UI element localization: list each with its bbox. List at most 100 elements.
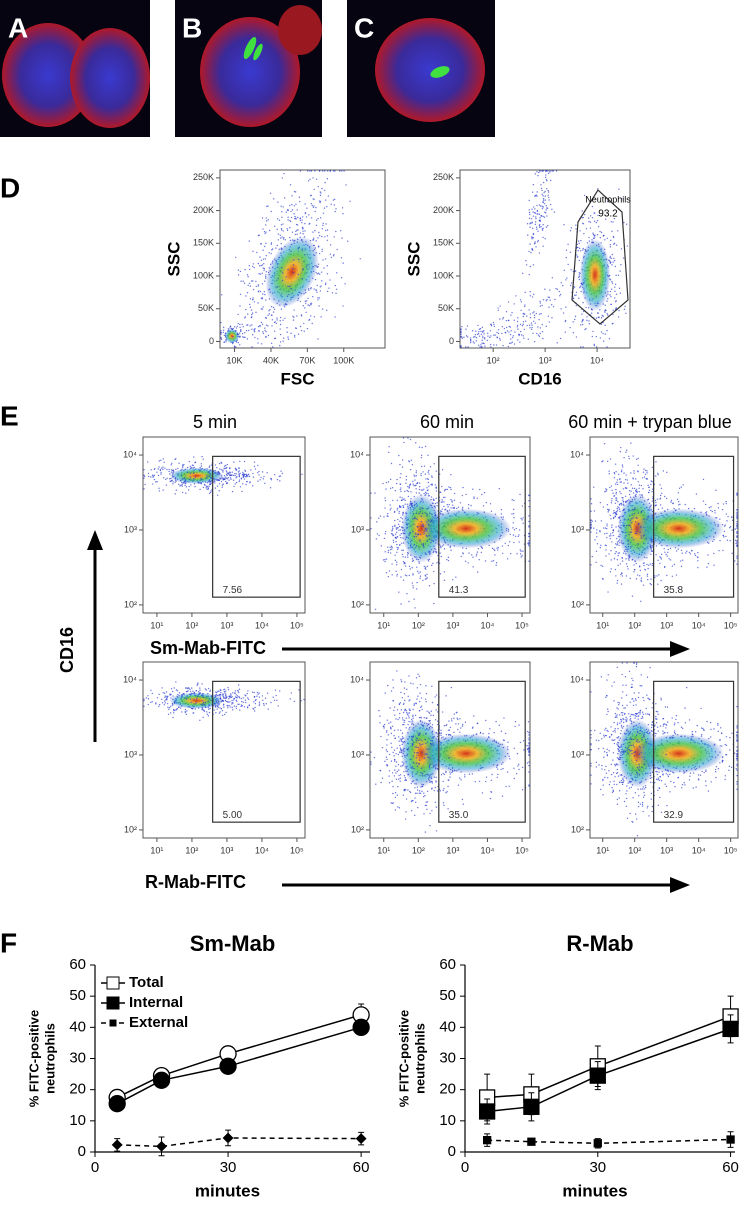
- event-dot: [691, 550, 692, 551]
- event-dot: [501, 509, 502, 510]
- event-dot: [313, 288, 314, 289]
- event-dot: [450, 489, 451, 490]
- event-dot: [392, 726, 393, 727]
- event-dot: [230, 695, 231, 696]
- y-tick-label: 10³: [124, 524, 137, 534]
- event-dot: [661, 488, 662, 489]
- event-dot: [263, 478, 264, 479]
- event-dot: [419, 486, 420, 487]
- event-dot: [502, 318, 503, 319]
- event-dot: [215, 487, 216, 488]
- event-dot: [547, 195, 548, 196]
- event-dot: [402, 719, 403, 720]
- event-dot: [225, 712, 226, 713]
- event-dot: [472, 566, 473, 567]
- event-dot: [336, 272, 337, 273]
- event-dot: [311, 217, 312, 218]
- event-dot: [266, 271, 267, 272]
- event-dot: [678, 548, 679, 549]
- event-dot: [479, 559, 480, 560]
- event-dot: [580, 346, 581, 347]
- event-dot: [261, 343, 262, 344]
- event-dot: [249, 240, 250, 241]
- event-dot: [638, 523, 639, 524]
- event-dot: [667, 555, 668, 556]
- event-dot: [289, 220, 290, 221]
- event-dot: [481, 552, 482, 553]
- event-dot: [254, 461, 255, 462]
- event-dot: [594, 235, 595, 236]
- event-dot: [616, 482, 617, 483]
- event-dot: [294, 335, 295, 336]
- event-dot: [247, 324, 248, 325]
- event-dot: [327, 235, 328, 236]
- event-dot: [406, 479, 407, 480]
- event-dot: [524, 306, 525, 307]
- event-dot: [232, 491, 233, 492]
- event-dot: [659, 563, 660, 564]
- event-dot: [724, 531, 725, 532]
- event-dot: [664, 548, 665, 549]
- event-dot: [637, 471, 638, 472]
- event-dot: [423, 489, 424, 490]
- event-dot: [604, 311, 605, 312]
- event-dot: [302, 248, 303, 249]
- event-dot: [436, 502, 437, 503]
- gate-value: 5.00: [223, 810, 243, 821]
- event-dot: [278, 239, 279, 240]
- event-dot: [628, 534, 629, 535]
- event-dot: [496, 562, 497, 563]
- event-dot: [532, 296, 533, 297]
- event-dot: [535, 173, 536, 174]
- event-dot: [404, 533, 405, 534]
- event-dot: [227, 707, 228, 708]
- event-dot: [589, 323, 590, 324]
- event-dot: [608, 470, 609, 471]
- event-dot: [582, 346, 583, 347]
- event-dot: [665, 554, 666, 555]
- event-dot: [680, 560, 681, 561]
- event-dot: [618, 474, 619, 475]
- event-dot: [529, 214, 530, 215]
- event-dot: [625, 535, 626, 536]
- event-dot: [293, 272, 294, 273]
- event-dot: [710, 510, 711, 511]
- event-dot: [222, 477, 223, 478]
- event-dot: [415, 715, 416, 716]
- event-dot: [557, 342, 558, 343]
- event-dot: [229, 327, 230, 328]
- event-dot: [697, 560, 698, 561]
- event-dot: [729, 540, 730, 541]
- event-dot: [318, 273, 319, 274]
- event-dot: [302, 233, 303, 234]
- event-dot: [606, 525, 607, 526]
- event-dot: [253, 263, 254, 264]
- event-dot: [614, 558, 615, 559]
- event-dot: [630, 532, 631, 533]
- event-dot: [616, 544, 617, 545]
- event-dot: [736, 521, 737, 522]
- event-dot: [313, 205, 314, 206]
- event-dot: [536, 313, 537, 314]
- event-dot: [299, 218, 300, 219]
- event-dot: [240, 330, 241, 331]
- event-dot: [280, 317, 281, 318]
- event-dot: [289, 286, 290, 287]
- event-dot: [410, 491, 411, 492]
- event-dot: [375, 609, 376, 610]
- event-dot: [546, 215, 547, 216]
- axis-label: CD16: [518, 369, 561, 388]
- event-dot: [428, 470, 429, 471]
- event-dot: [245, 699, 246, 700]
- event-dot: [510, 553, 511, 554]
- event-dot: [431, 514, 432, 515]
- event-dot: [412, 582, 413, 583]
- event-dot: [736, 528, 737, 529]
- event-dot: [416, 472, 417, 473]
- event-dot: [597, 234, 598, 235]
- event-dot: [312, 177, 313, 178]
- event-dot: [275, 689, 276, 690]
- event-dot: [615, 301, 616, 302]
- event-dot: [286, 331, 287, 332]
- event-dot: [445, 695, 446, 696]
